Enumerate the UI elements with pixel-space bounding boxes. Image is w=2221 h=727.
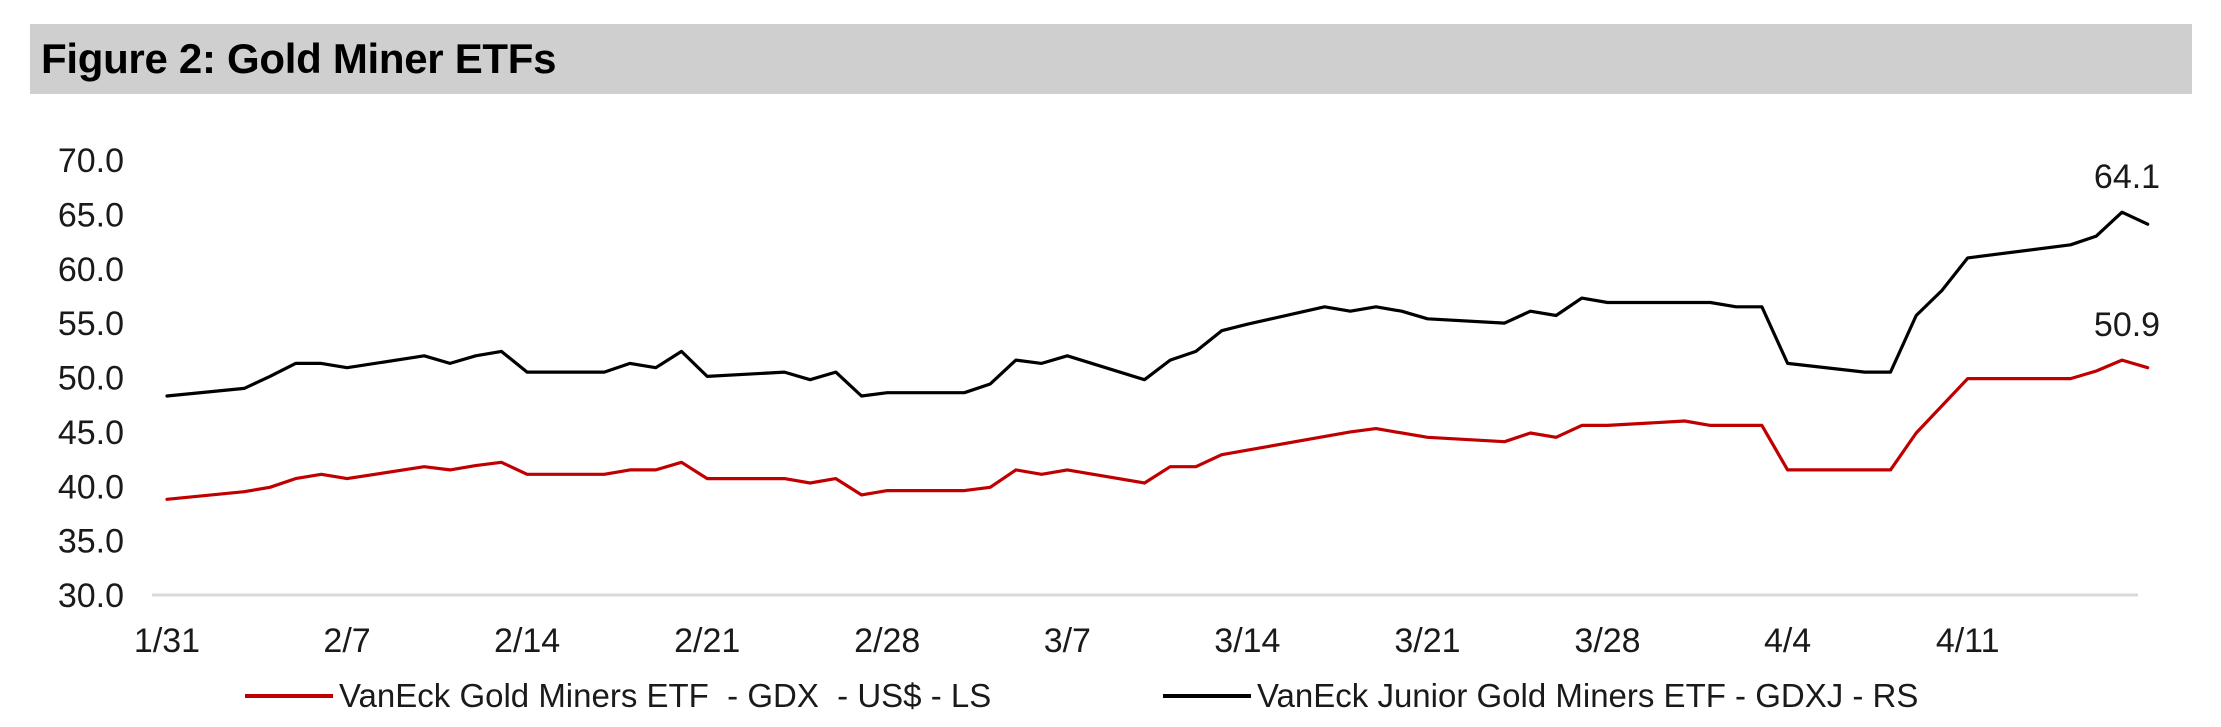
y-tick-label: 55.0	[58, 305, 124, 343]
x-tick-label: 4/4	[1764, 622, 1811, 660]
x-tick-label: 3/14	[1214, 622, 1280, 660]
legend-swatch-gdx	[245, 694, 333, 698]
x-tick-label: 2/7	[323, 622, 370, 660]
x-tick-label: 3/7	[1044, 622, 1091, 660]
legend-item-gdxj: VanEck Junior Gold Miners ETF - GDXJ - R…	[1163, 672, 1918, 720]
y-tick-label: 30.0	[58, 577, 124, 615]
x-tick-label: 2/21	[674, 622, 740, 660]
series-layer: 50.9 64.1	[165, 158, 2160, 501]
x-axis: 1/31 2/7 2/14 2/21 2/28 3/7 3/14 3/21 3/28 4/4 4/1…	[134, 593, 2138, 660]
x-tick-label: 3/28	[1574, 622, 1640, 660]
y-tick-label: 40.0	[58, 468, 124, 506]
end-value-label-gdx: 50.9	[2094, 306, 2160, 344]
legend-label-gdxj: VanEck Junior Gold Miners ETF - GDXJ - R…	[1257, 677, 1919, 714]
y-tick-label: 70.0	[58, 142, 124, 180]
y-tick-label: 45.0	[58, 414, 124, 452]
end-value-label-gdxj: 64.1	[2094, 158, 2160, 196]
y-tick-label: 60.0	[58, 251, 124, 289]
x-tick-label: 4/11	[1936, 622, 2000, 660]
y-axis: 30.0 35.0 40.0 45.0 50.0 55.0 60.0 65.0 70.0	[58, 142, 124, 615]
y-tick-label: 50.0	[58, 360, 124, 398]
y-tick-label: 65.0	[58, 196, 124, 234]
x-tick-label: 1/31	[134, 622, 200, 660]
legend-swatch-gdxj	[1163, 694, 1251, 698]
legend-label-gdx: VanEck Gold Miners ETF - GDX - US$ - LS	[339, 677, 992, 714]
x-tick-label: 2/14	[494, 622, 560, 660]
x-tick-label: 3/21	[1394, 622, 1460, 660]
series-line-gdxj	[165, 210, 2150, 398]
figure-title-bar: Figure 2: Gold Miner ETFs	[30, 24, 2192, 94]
figure-title: Figure 2: Gold Miner ETFs	[41, 35, 557, 82]
series-line-gdx	[165, 358, 2150, 501]
x-tick-label: 2/28	[854, 622, 920, 660]
legend-item-gdx: VanEck Gold Miners ETF - GDX - US$ - LS	[245, 672, 991, 720]
legend: VanEck Gold Miners ETF - GDX - US$ - LS …	[0, 672, 2221, 720]
y-tick-label: 35.0	[58, 523, 124, 561]
